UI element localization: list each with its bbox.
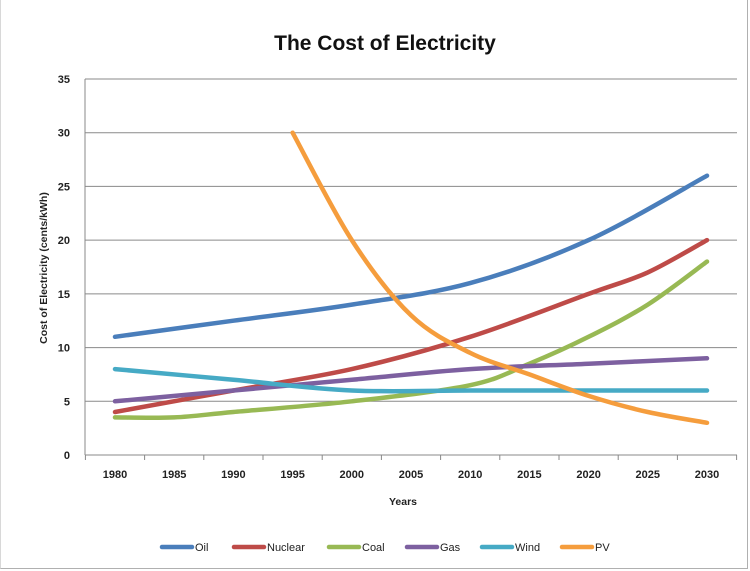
- y-axis-ticks: 0 5 10 15 20 25 30 35: [58, 74, 70, 462]
- series-line-wind: [112, 366, 710, 394]
- legend: Oil Nuclear Coal Gas Wind PV: [159, 542, 610, 554]
- x-tick-label: 1995: [280, 469, 304, 481]
- y-tick-label: 0: [64, 450, 70, 462]
- legend-item-oil: Oil: [159, 542, 208, 554]
- x-tick-label: 2010: [458, 469, 482, 481]
- legend-label: Nuclear: [267, 542, 305, 554]
- x-axis-label: Years: [389, 496, 417, 508]
- x-tick-label: 2020: [576, 469, 600, 481]
- legend-item-gas: Gas: [404, 542, 461, 554]
- y-tick-label: 20: [58, 235, 70, 247]
- y-tick-label: 30: [58, 128, 70, 140]
- y-axis-label: Cost of Electricity (cents/kWh): [38, 192, 50, 344]
- x-tick-label: 2025: [636, 469, 660, 481]
- legend-item-coal: Coal: [326, 542, 385, 554]
- legend-label: Coal: [362, 542, 385, 554]
- series-line-oil: [112, 173, 710, 340]
- y-tick-label: 5: [64, 396, 70, 408]
- gridlines: [85, 78, 737, 402]
- x-axis-ticks: 1980 1985 1990 1995 2000 2005 2010 2015 2020 2025…: [84, 455, 738, 481]
- y-tick-label: 15: [58, 289, 70, 301]
- x-tick-label: 2005: [399, 469, 423, 481]
- x-tick-label: 2000: [340, 469, 364, 481]
- x-tick-label: 1980: [103, 469, 127, 481]
- x-tick-label: 1985: [162, 469, 186, 481]
- x-tick-label: 2030: [695, 469, 719, 481]
- legend-label: Wind: [515, 542, 540, 554]
- legend-label: Gas: [440, 542, 461, 554]
- chart-title: The Cost of Electricity: [274, 32, 496, 55]
- legend-item-pv: PV: [559, 542, 610, 554]
- series-line-coal: [112, 259, 710, 421]
- x-tick-label: 2015: [517, 469, 541, 481]
- x-tick-label: 1990: [221, 469, 245, 481]
- y-tick-label: 10: [58, 343, 70, 355]
- series-line-gas: [112, 356, 710, 404]
- legend-label: PV: [595, 542, 610, 554]
- legend-label: Oil: [195, 542, 208, 554]
- legend-item-wind: Wind: [479, 542, 540, 554]
- legend-item-nuclear: Nuclear: [231, 542, 305, 554]
- series-lines: [112, 130, 710, 426]
- series-line-pv: [290, 130, 710, 426]
- y-tick-label: 35: [58, 74, 70, 86]
- y-tick-label: 25: [58, 181, 70, 193]
